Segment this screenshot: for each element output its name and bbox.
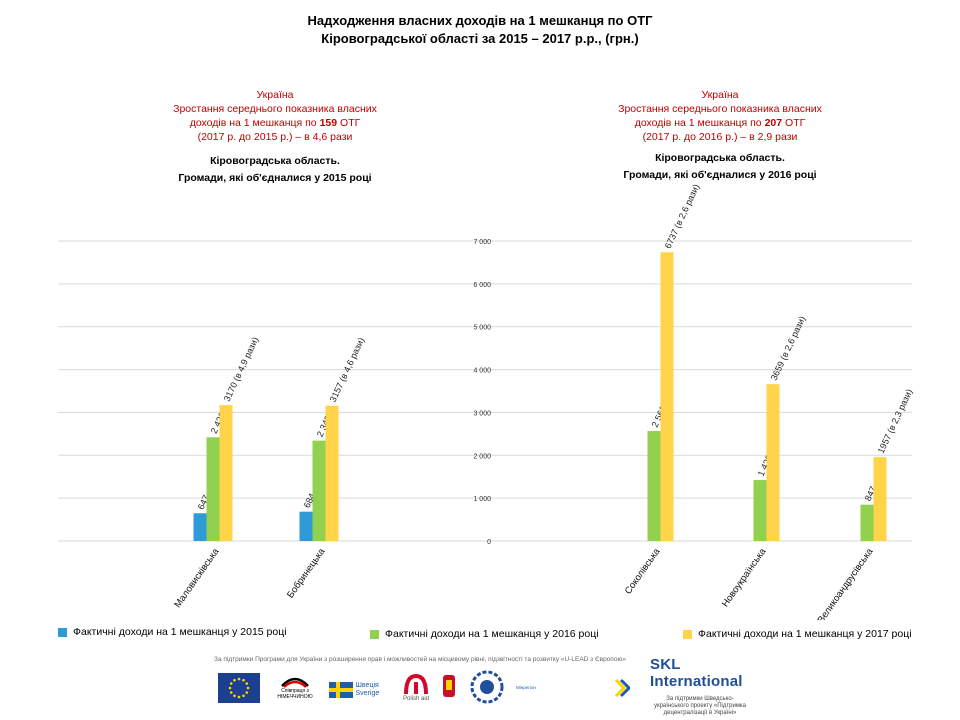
y-tick-label: 0	[487, 539, 491, 546]
polish-aid-logo: Polish aid	[396, 670, 436, 706]
title-line-1: Надходження власних доходів на 1 мешканц…	[307, 13, 653, 28]
bar-2017	[660, 252, 674, 541]
skl-logo-text: SKL International	[650, 656, 743, 690]
data-label: 6737 (в 2,6 рази)	[663, 183, 702, 251]
bar-2016	[753, 480, 767, 541]
right-sub2: Громади, які об'єдналися у 2016 році	[623, 169, 817, 181]
right-subtitle: Кіровоградська область. Громади, які об'…	[575, 150, 865, 184]
germany-logo: Співпраця з НІМЕЧЧИНОЮ	[270, 672, 320, 704]
bar-2015	[193, 513, 207, 541]
right-line2: доходів на 1 мешканця по 207 ОТГ	[634, 117, 806, 129]
data-label: 1957 (в 2,3 рази)	[876, 387, 915, 455]
sweden-flag-icon	[328, 682, 353, 698]
eu-star	[237, 677, 241, 681]
left-subtitle: Кіровоградська область. Громади, які об'…	[130, 153, 420, 187]
eu-stars-icon	[228, 677, 250, 699]
data-label: 3659 (в 2,6 рази)	[769, 314, 808, 382]
right-info-block: Україна Зростання середнього показника в…	[575, 88, 865, 144]
left-line3: (2017 р. до 2015 р.) – в 4,6 рази	[197, 131, 353, 143]
eu-star	[245, 691, 249, 694]
y-tick-label: 4 000	[473, 368, 491, 375]
legend-swatch-2015	[58, 627, 67, 637]
eu-star	[237, 695, 241, 699]
eu-star	[242, 678, 245, 682]
category-label: Великоандрусівська	[816, 546, 876, 620]
right-country: Україна	[701, 89, 739, 101]
legend-item-2017: Фактичні доходи на 1 мешканця у 2017 роц…	[683, 628, 912, 640]
category-label: Маловисківська	[172, 546, 222, 610]
eu-star	[229, 691, 233, 694]
bar-2016	[647, 431, 661, 541]
chart-title: Надходження власних доходів на 1 мешканц…	[0, 12, 960, 48]
eu-star	[233, 694, 236, 698]
legend-label-2017: Фактичні доходи на 1 мешканця у 2017 роц…	[698, 628, 912, 640]
eu-flag-logo	[218, 673, 260, 703]
left-info-block: Україна Зростання середнього показника в…	[130, 88, 420, 144]
germany-logo-text: Співпраця з НІМЕЧЧИНОЮ	[277, 688, 313, 700]
title-line-2: Кіровоградської області за 2015 – 2017 р…	[321, 31, 639, 46]
bar-2016	[860, 504, 874, 541]
bar-2017	[766, 384, 780, 541]
sweden-logo-text: Швеція Sverige	[355, 682, 380, 697]
legend-swatch-2016	[370, 629, 379, 639]
minregion-text: Мінрегіон	[516, 685, 536, 690]
minregion-logo: Мінрегіон	[514, 675, 632, 701]
bar-2016	[312, 440, 326, 541]
skl-block: SKL International За підтримки Шведсько-…	[650, 656, 750, 717]
y-tick-label: 2 000	[473, 453, 491, 460]
right-line3: (2017 р. до 2016 р.) – в 2,9 рази	[642, 131, 798, 143]
legend-label-2016: Фактичні доходи на 1 мешканця у 2016 роц…	[385, 628, 599, 640]
legend-item-2016: Фактичні доходи на 1 мешканця у 2016 роц…	[370, 628, 599, 640]
right-sub1: Кіровоградська область.	[655, 152, 785, 164]
eu-star	[228, 686, 232, 690]
bar-2017	[873, 457, 887, 541]
legend-swatch-2017	[683, 629, 692, 639]
germany-flag-icon	[281, 677, 309, 688]
polish-aid-icon	[404, 674, 428, 695]
gear-emblem-icon	[470, 670, 504, 704]
bar-2015	[299, 511, 313, 541]
regional-emblem	[442, 672, 456, 702]
eu-star	[242, 694, 245, 698]
y-tick-label: 5 000	[473, 325, 491, 332]
y-tick-label: 3 000	[473, 410, 491, 417]
coat-of-arms-icon	[443, 675, 455, 697]
y-tick-label: 1 000	[473, 496, 491, 503]
legend-item-2015: Фактичні доходи на 1 мешканця у 2015 роц…	[58, 626, 287, 638]
polish-aid-text: Polish aid	[402, 696, 429, 702]
bar-2017	[325, 405, 339, 541]
eu-star	[229, 682, 233, 685]
category-label: Соколівська	[623, 546, 663, 597]
ministry-emblem	[468, 668, 506, 706]
eu-star	[246, 686, 250, 690]
left-line2: доходів на 1 мешканця по 159 ОТГ	[189, 117, 361, 129]
y-tick-label: 7 000	[473, 239, 491, 246]
left-line1: Зростання середнього показника власних	[173, 103, 377, 115]
category-label: Бобринецька	[285, 546, 328, 601]
eu-star	[245, 682, 249, 685]
sweden-logo: Швеція Sverige	[327, 678, 389, 702]
left-country: Україна	[256, 89, 294, 101]
category-label: Новоукраїнська	[720, 546, 769, 609]
legend-label-2015: Фактичні доходи на 1 мешканця у 2015 роц…	[73, 626, 287, 638]
left-sub1: Кіровоградська область.	[210, 155, 340, 167]
left-sub2: Громади, які об'єдналися у 2015 році	[178, 172, 372, 184]
bar-2016	[206, 437, 220, 541]
chevron-right-icon	[614, 678, 630, 698]
eu-star	[233, 678, 236, 682]
footer-support-text: За підтримки Програми для України з розш…	[214, 656, 626, 663]
y-tick-label: 6 000	[473, 282, 491, 289]
skl-subtext: За підтримки Шведсько-українського проек…	[653, 696, 747, 716]
right-line1: Зростання середнього показника власних	[618, 103, 822, 115]
bar-2017	[219, 405, 233, 541]
